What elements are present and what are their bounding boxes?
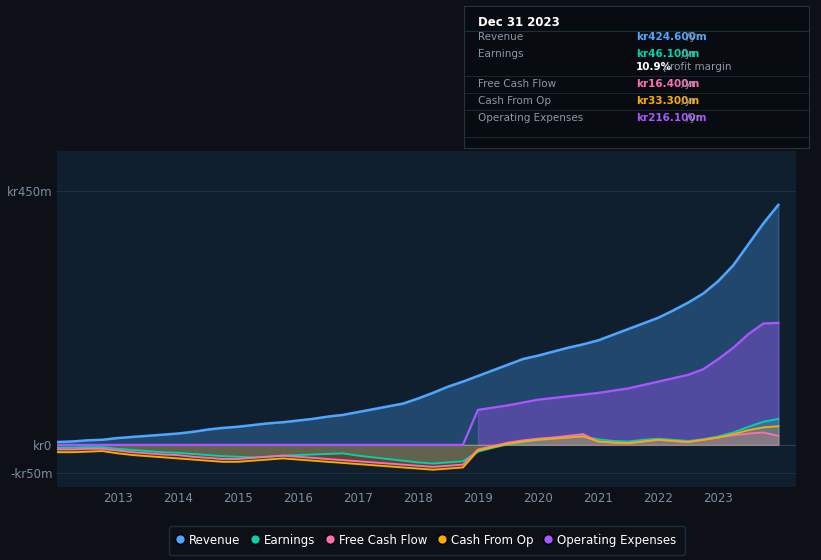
Text: profit margin: profit margin: [660, 62, 732, 72]
Text: Operating Expenses: Operating Expenses: [478, 114, 583, 123]
Text: /yr: /yr: [683, 32, 700, 42]
Text: 10.9%: 10.9%: [636, 62, 672, 72]
Text: Revenue: Revenue: [478, 32, 523, 42]
Text: kr424.600m: kr424.600m: [636, 32, 707, 42]
Text: Free Cash Flow: Free Cash Flow: [478, 79, 556, 89]
Text: /yr: /yr: [683, 114, 700, 123]
Text: Earnings: Earnings: [478, 49, 523, 59]
Text: Dec 31 2023: Dec 31 2023: [478, 16, 559, 29]
Text: /yr: /yr: [678, 49, 695, 59]
Text: /yr: /yr: [678, 96, 695, 106]
Text: kr216.100m: kr216.100m: [636, 114, 707, 123]
Legend: Revenue, Earnings, Free Cash Flow, Cash From Op, Operating Expenses: Revenue, Earnings, Free Cash Flow, Cash …: [169, 526, 685, 555]
Text: kr33.300m: kr33.300m: [636, 96, 699, 106]
Text: Cash From Op: Cash From Op: [478, 96, 551, 106]
Text: kr16.400m: kr16.400m: [636, 79, 699, 89]
Text: /yr: /yr: [678, 79, 695, 89]
Text: kr46.100m: kr46.100m: [636, 49, 699, 59]
